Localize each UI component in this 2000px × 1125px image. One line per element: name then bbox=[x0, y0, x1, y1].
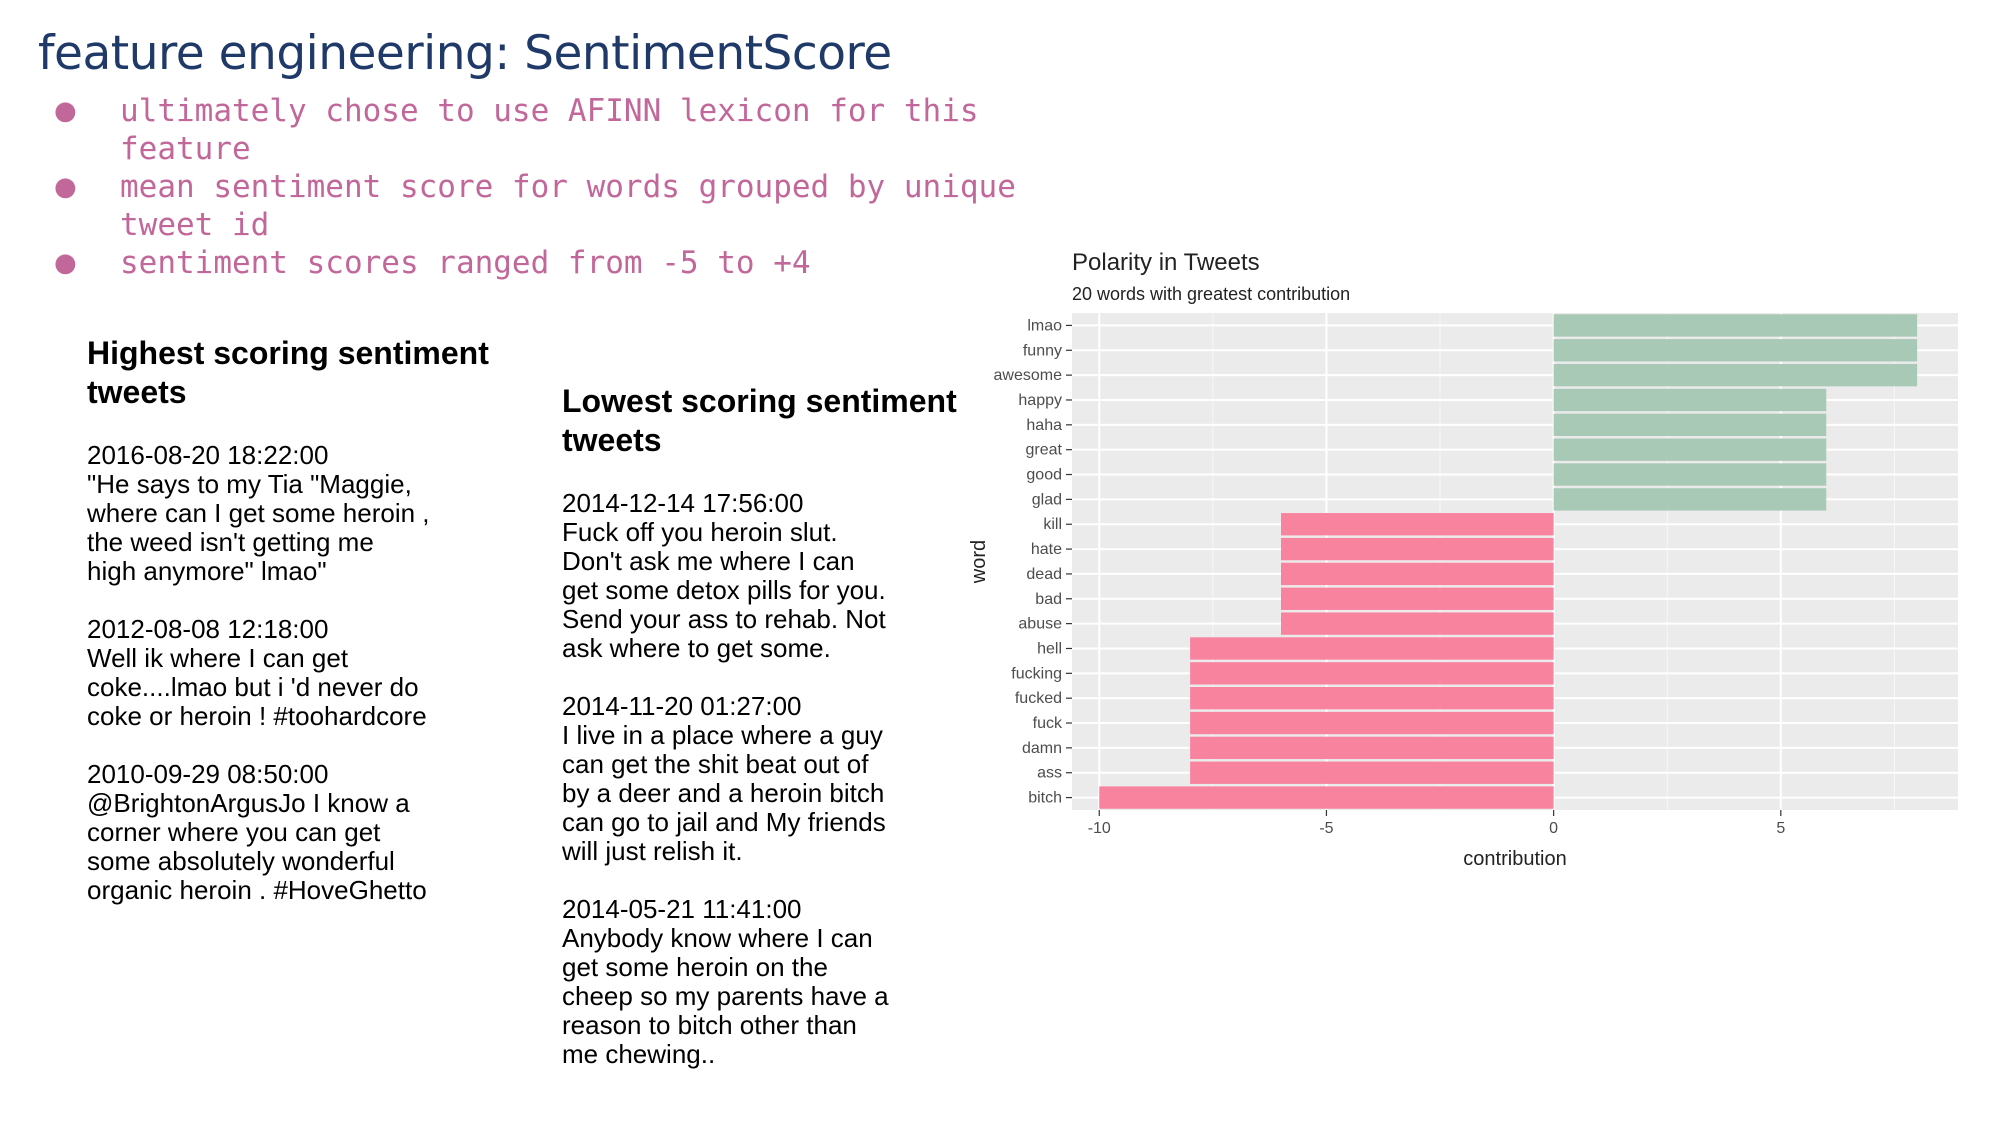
y-tick-label: abuse bbox=[1018, 616, 1062, 633]
y-tick-label: dead bbox=[1026, 566, 1062, 583]
tweet-text: Anybody know where I can get some heroin… bbox=[562, 923, 889, 1069]
y-tick-label: fucking bbox=[1011, 665, 1062, 682]
bullet-item: ● sentiment scores ranged from -5 to +4 bbox=[50, 244, 1050, 282]
chart-title: Polarity in Tweets bbox=[1072, 249, 1260, 276]
y-axis-label: word bbox=[968, 540, 990, 584]
tweet-timestamp: 2012-08-08 12:18:00 bbox=[87, 614, 329, 644]
bar-fucking bbox=[1190, 662, 1554, 685]
tweet-item: 2014-12-14 17:56:00 Fuck off you heroin … bbox=[562, 489, 962, 663]
bar-good bbox=[1553, 463, 1827, 486]
bullet-item: ● mean sentiment score for words grouped… bbox=[50, 168, 1050, 244]
bar-happy bbox=[1553, 388, 1827, 412]
bullet-dot-icon: ● bbox=[54, 96, 77, 126]
y-tick-label: glad bbox=[1032, 491, 1062, 508]
tweet-text: @BrightonArgusJo I know a corner where y… bbox=[87, 788, 427, 905]
bullet-list: ● ultimately chose to use AFINN lexicon … bbox=[50, 92, 1050, 282]
bar-glad bbox=[1553, 488, 1827, 511]
bar-kill bbox=[1281, 513, 1554, 536]
bar-hell bbox=[1190, 637, 1554, 660]
y-tick-label: haha bbox=[1026, 417, 1062, 434]
bar-great bbox=[1553, 438, 1827, 461]
bullet-text: ultimately chose to use AFINN lexicon fo… bbox=[120, 93, 979, 167]
bar-hate bbox=[1281, 537, 1554, 561]
bar-fucked bbox=[1190, 686, 1554, 710]
tweet-item: 2014-11-20 01:27:00 I live in a place wh… bbox=[562, 692, 962, 866]
y-tick-label: lmao bbox=[1027, 317, 1062, 334]
y-tick-label: kill bbox=[1043, 516, 1062, 533]
x-tick-label: 0 bbox=[1549, 820, 1558, 837]
bar-haha bbox=[1553, 413, 1827, 437]
tweet-timestamp: 2014-05-21 11:41:00 bbox=[562, 894, 802, 924]
y-tick-label: funny bbox=[1023, 342, 1062, 359]
bar-bitch bbox=[1099, 786, 1554, 809]
y-tick-label: fucked bbox=[1015, 690, 1062, 707]
y-tick-label: fuck bbox=[1033, 715, 1063, 732]
tweet-timestamp: 2010-09-29 08:50:00 bbox=[87, 759, 329, 789]
tweet-text: Fuck off you heroin slut. Don't ask me w… bbox=[562, 517, 886, 663]
highest-tweets-section: Highest scoring sentiment tweets 2016-08… bbox=[87, 334, 527, 905]
slide-title: feature engineering: SentimentScore bbox=[38, 26, 892, 81]
bullet-text: mean sentiment score for words grouped b… bbox=[120, 169, 1016, 243]
y-tick-label: awesome bbox=[994, 367, 1063, 384]
tweet-text: "He says to my Tia "Maggie, where can I … bbox=[87, 469, 430, 586]
tweet-timestamp: 2014-11-20 01:27:00 bbox=[562, 691, 802, 721]
bar-ass bbox=[1190, 761, 1554, 784]
bar-dead bbox=[1281, 562, 1554, 586]
x-axis-label: contribution bbox=[1463, 848, 1566, 870]
y-tick-label: damn bbox=[1022, 740, 1062, 757]
tweet-timestamp: 2014-12-14 17:56:00 bbox=[562, 488, 804, 518]
y-tick-label: ass bbox=[1037, 765, 1062, 782]
bar-lmao bbox=[1553, 314, 1918, 337]
y-tick-label: hell bbox=[1037, 640, 1062, 657]
x-tick-label: -10 bbox=[1088, 820, 1111, 837]
y-tick-label: great bbox=[1026, 442, 1063, 459]
bar-fuck bbox=[1190, 711, 1554, 735]
y-tick-label: happy bbox=[1018, 392, 1062, 409]
x-tick-label: 5 bbox=[1776, 820, 1785, 837]
highest-tweets-heading: Highest scoring sentiment tweets bbox=[87, 335, 489, 410]
y-tick-label: bad bbox=[1035, 591, 1062, 608]
chart-panel bbox=[1072, 313, 1958, 810]
tweet-text: Well ik where I can get coke....lmao but… bbox=[87, 643, 427, 731]
bar-bad bbox=[1281, 587, 1554, 610]
lowest-tweets-section: Lowest scoring sentiment tweets 2014-12-… bbox=[562, 382, 962, 1069]
x-tick-label: -5 bbox=[1319, 820, 1333, 837]
bullet-item: ● ultimately chose to use AFINN lexicon … bbox=[50, 92, 1050, 168]
bullet-dot-icon: ● bbox=[54, 172, 77, 202]
bar-abuse bbox=[1281, 612, 1554, 635]
y-tick-label: bitch bbox=[1028, 790, 1062, 807]
chart-subtitle: 20 words with greatest contribution bbox=[1072, 284, 1351, 304]
tweet-item: 2012-08-08 12:18:00 Well ik where I can … bbox=[87, 615, 527, 731]
bullet-text: sentiment scores ranged from -5 to +4 bbox=[120, 245, 811, 281]
bar-funny bbox=[1553, 339, 1918, 362]
tweet-text: I live in a place where a guy can get th… bbox=[562, 720, 886, 866]
bar-awesome bbox=[1553, 363, 1918, 387]
tweet-item: 2014-05-21 11:41:00 Anybody know where I… bbox=[562, 895, 962, 1069]
y-tick-label: good bbox=[1026, 467, 1062, 484]
lowest-tweets-heading: Lowest scoring sentiment tweets bbox=[562, 383, 957, 458]
tweet-timestamp: 2016-08-20 18:22:00 bbox=[87, 440, 329, 470]
tweet-item: 2016-08-20 18:22:00 "He says to my Tia "… bbox=[87, 441, 527, 586]
tweet-item: 2010-09-29 08:50:00 @BrightonArgusJo I k… bbox=[87, 760, 527, 905]
bar-damn bbox=[1190, 736, 1554, 760]
y-tick-label: hate bbox=[1031, 541, 1062, 558]
bullet-dot-icon: ● bbox=[54, 248, 77, 278]
